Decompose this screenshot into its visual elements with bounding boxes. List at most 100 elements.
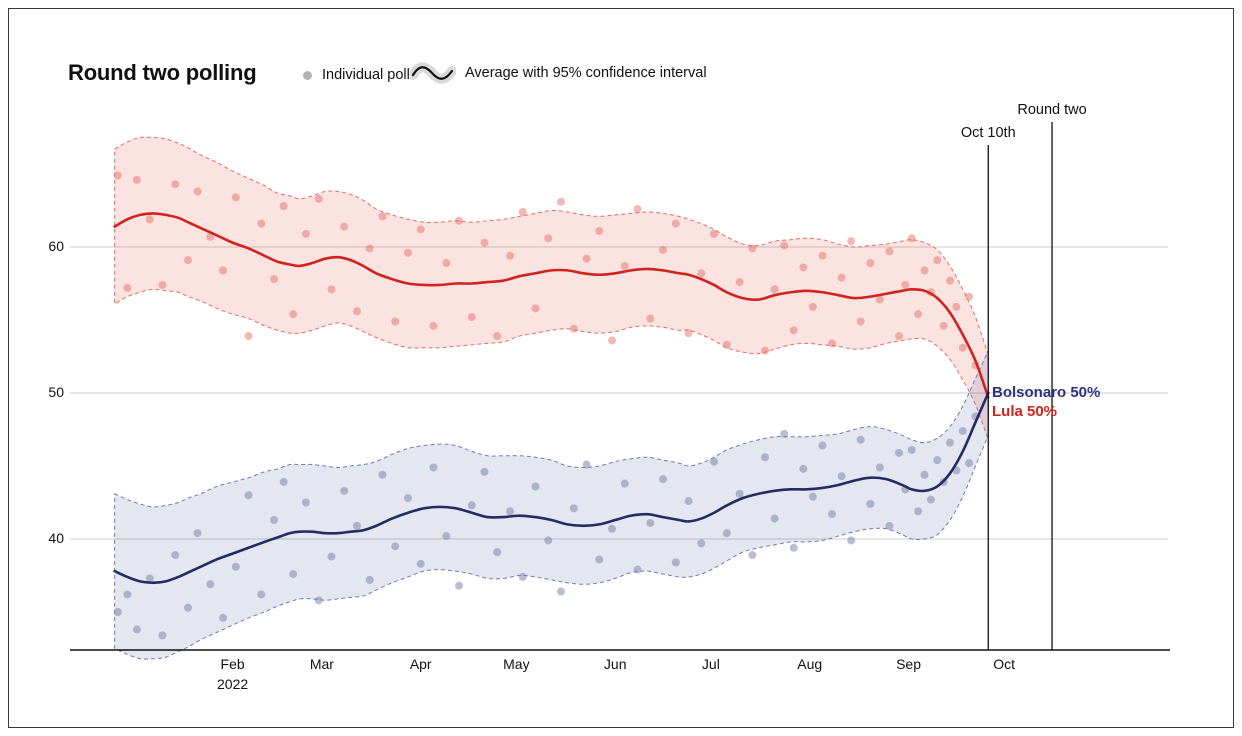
poll-dot-lula <box>808 302 817 311</box>
poll-dot-lula <box>416 225 425 234</box>
poll-dot-lula <box>789 326 798 335</box>
poll-dot-bolsonaro <box>158 631 167 640</box>
lula-average-line <box>113 212 990 399</box>
poll-dot-bolsonaro <box>914 507 923 516</box>
poll-dot-bolsonaro <box>480 467 489 476</box>
poll-dot-bolsonaro <box>856 435 865 444</box>
poll-dot-icon <box>303 70 312 80</box>
poll-dot-bolsonaro <box>454 581 463 590</box>
poll-dot-bolsonaro <box>569 504 578 513</box>
poll-dot-bolsonaro <box>352 521 361 530</box>
poll-dot-bolsonaro <box>965 459 974 468</box>
poll-dot-lula <box>113 171 122 180</box>
poll-dot-bolsonaro <box>132 625 141 634</box>
poll-dot-lula <box>608 336 617 345</box>
poll-dot-lula <box>518 207 527 216</box>
poll-dot-bolsonaro <box>123 590 132 599</box>
poll-dot-bolsonaro <box>301 498 310 507</box>
poll-dot-lula <box>914 310 923 319</box>
poll-dot-lula <box>697 269 706 278</box>
poll-dot-lula <box>557 197 566 206</box>
poll-dot-bolsonaro <box>403 494 412 503</box>
lula-end-label: Lula 50% <box>992 403 1058 420</box>
poll-dot-lula <box>722 340 731 349</box>
poll-dot-bolsonaro <box>847 536 856 545</box>
poll-dot-lula <box>493 332 502 341</box>
poll-dot-lula <box>506 251 514 260</box>
poll-dot-lula <box>231 193 240 202</box>
poll-dot-lula <box>885 247 894 256</box>
poll-dot-bolsonaro <box>270 516 279 525</box>
poll-dot-lula <box>620 261 629 270</box>
poll-dot-bolsonaro <box>365 575 374 584</box>
poll-dot-bolsonaro <box>544 536 553 545</box>
poll-dot-lula <box>901 280 910 289</box>
bolsonaro-end-label: Bolsonaro 50% <box>992 384 1101 401</box>
poll-dot-bolsonaro <box>257 590 266 599</box>
poll-dot-bolsonaro <box>582 460 591 469</box>
poll-dot-bolsonaro <box>748 551 757 560</box>
poll-dot-bolsonaro <box>113 608 122 616</box>
poll-dot-bolsonaro <box>193 529 202 538</box>
poll-dot-bolsonaro <box>493 548 502 557</box>
poll-dot-bolsonaro <box>183 603 192 612</box>
poll-dot-lula <box>132 175 141 184</box>
poll-dot-lula <box>866 259 875 268</box>
poll-dot-bolsonaro <box>722 529 731 538</box>
poll-dot-lula <box>875 295 884 304</box>
poll-dot-lula <box>270 275 279 284</box>
poll-dot-lula <box>828 339 837 348</box>
poll-dot-lula <box>965 292 974 301</box>
poll-dot-bolsonaro <box>557 587 566 596</box>
poll-dot-lula <box>123 283 132 292</box>
average-line-icon <box>410 62 456 84</box>
poll-dot-bolsonaro <box>671 558 680 567</box>
poll-dot-bolsonaro <box>958 426 967 435</box>
bolsonaro-band <box>114 350 989 660</box>
poll-dot-bolsonaro <box>314 596 323 605</box>
poll-dot-lula <box>799 263 808 272</box>
poll-dot-bolsonaro <box>416 559 425 568</box>
poll-dot-bolsonaro <box>770 514 779 523</box>
lula-band <box>114 136 989 440</box>
poll-dot-bolsonaro <box>145 574 154 583</box>
poll-dot-bolsonaro <box>907 445 916 454</box>
poll-dot-lula <box>391 317 400 326</box>
poll-dot-lula <box>403 248 412 257</box>
poll-dot-bolsonaro <box>818 441 827 450</box>
legend-polls-label: Individual polls <box>322 67 418 83</box>
poll-dot-lula <box>327 285 336 294</box>
poll-dot-bolsonaro <box>467 501 476 510</box>
poll-dot-bolsonaro <box>875 463 884 472</box>
poll-dot-bolsonaro <box>442 532 451 541</box>
poll-dot-lula <box>780 241 789 250</box>
poll-dot-lula <box>595 226 604 235</box>
poll-dot-lula <box>582 254 591 263</box>
poll-dot-lula <box>301 229 310 238</box>
poll-dot-bolsonaro <box>808 492 817 501</box>
poll-dot-bolsonaro <box>735 489 744 498</box>
poll-dot-bolsonaro <box>828 510 837 519</box>
poll-dot-bolsonaro <box>518 572 527 581</box>
poll-dot-bolsonaro <box>391 542 400 551</box>
poll-dot-lula <box>847 237 856 246</box>
poll-dot-bolsonaro <box>946 438 954 447</box>
poll-dot-bolsonaro <box>620 479 629 488</box>
poll-dot-lula <box>952 302 961 311</box>
poll-dot-lula <box>145 215 154 224</box>
poll-dot-lula <box>352 307 361 316</box>
poll-dot-lula <box>671 219 680 228</box>
poll-dot-lula <box>544 234 553 243</box>
poll-dot-bolsonaro <box>710 457 719 466</box>
poll-dot-lula <box>684 329 693 338</box>
legend-individual-polls: Individual polls <box>302 67 417 83</box>
poll-dot-bolsonaro <box>920 470 929 479</box>
poll-dot-lula <box>633 205 642 214</box>
poll-dot-lula <box>646 314 655 323</box>
poll-dot-lula <box>314 194 323 203</box>
poll-dot-lula <box>378 212 387 221</box>
poll-dot-lula <box>939 321 948 330</box>
poll-dot-bolsonaro <box>866 499 875 508</box>
poll-dot-lula <box>920 266 929 275</box>
